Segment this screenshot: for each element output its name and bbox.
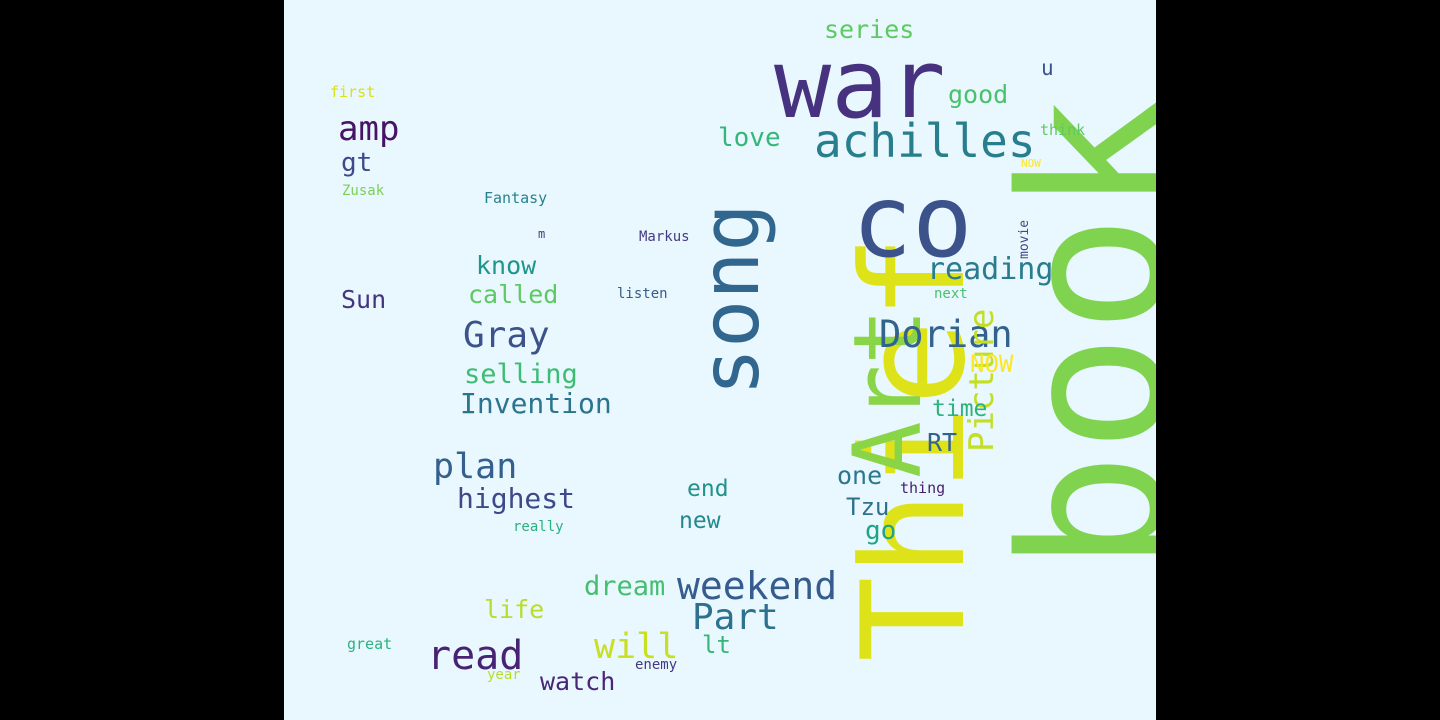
word-cloud: book Thief co war Art song achilles Dori… <box>284 0 1156 720</box>
word-selling: selling <box>464 359 578 390</box>
word-movie: movie <box>1017 219 1032 259</box>
word-zusak: Zusak <box>342 183 385 199</box>
word-new: new <box>679 508 721 534</box>
word-u: u <box>1041 56 1054 80</box>
word-think: think <box>1040 121 1086 139</box>
word-know: know <box>476 251 537 280</box>
word-first: first <box>330 83 376 101</box>
word-rt: RT <box>927 428 958 457</box>
word-lt: lt <box>702 631 731 659</box>
word-thing: thing <box>900 479 946 497</box>
word-life: life <box>484 595 545 624</box>
word-m: m <box>538 227 546 241</box>
word-go: go <box>865 516 897 546</box>
word-plan: plan <box>433 447 518 487</box>
word-series: series <box>824 15 915 44</box>
word-dorian: Dorian <box>879 313 1013 356</box>
word-gray: Gray <box>463 315 550 356</box>
word-really: really <box>513 519 564 535</box>
word-called: called <box>468 280 559 309</box>
word-now-small: NOW <box>1021 157 1041 170</box>
word-fantasy: Fantasy <box>484 189 548 207</box>
word-picture: Picture <box>962 308 1002 452</box>
word-love: love <box>718 123 781 153</box>
word-markus: Markus <box>639 229 690 245</box>
word-year: year <box>487 667 521 683</box>
word-time: time <box>932 396 988 422</box>
word-watch: watch <box>540 667 616 696</box>
word-end: end <box>687 476 729 502</box>
word-amp: amp <box>338 109 400 149</box>
word-read: read <box>427 633 524 679</box>
word-sun: Sun <box>341 285 387 314</box>
word-song: song <box>684 203 777 396</box>
word-one: one <box>837 461 883 490</box>
word-achilles: achilles <box>814 114 1036 168</box>
word-war: war <box>774 30 946 140</box>
word-now: NOW <box>970 350 1014 378</box>
word-will: will <box>594 627 679 667</box>
word-reading: reading <box>927 252 1054 287</box>
word-good: good <box>948 80 1009 109</box>
word-great: great <box>347 635 393 653</box>
word-part: Part <box>692 597 779 638</box>
word-co: co <box>852 163 973 280</box>
word-dream: dream <box>584 571 666 602</box>
word-highest: highest <box>457 482 576 515</box>
word-invention: Invention <box>460 387 612 420</box>
word-weekend: weekend <box>677 564 838 608</box>
word-gt: gt <box>341 148 373 178</box>
word-tzu: Tzu <box>846 493 890 521</box>
word-enemy: enemy <box>635 657 678 673</box>
word-next: next <box>934 286 968 302</box>
word-listen: listen <box>617 286 668 302</box>
